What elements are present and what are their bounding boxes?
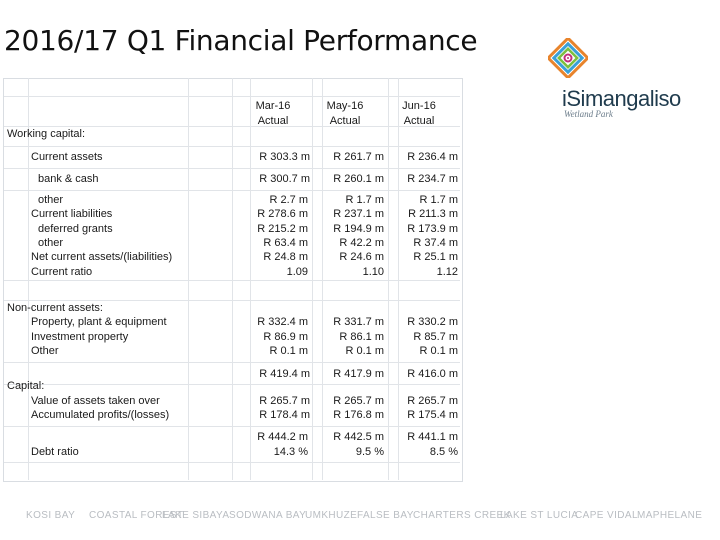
cell-value: R 86.1 m	[339, 331, 384, 343]
cell-value: R 236.4 m	[407, 151, 458, 163]
cell-value: R 176.8 m	[333, 409, 384, 421]
cell-value: R 237.1 m	[333, 208, 384, 220]
cell-value: R 63.4 m	[263, 237, 308, 249]
cell-value: R 42.2 m	[339, 237, 384, 249]
cell-value-total: R 417.9 m	[333, 368, 384, 380]
cell-value: 1.09	[286, 266, 308, 278]
row-label-deferred-grants: deferred grants	[38, 223, 113, 235]
row-label-assets-taken-over: Value of assets taken over	[31, 395, 160, 407]
cell-value: R 300.7 m	[259, 173, 310, 185]
cell-value: 1.12	[436, 266, 458, 278]
brand-subtitle: Wetland Park	[564, 109, 613, 119]
section-capital: Capital:	[7, 380, 45, 392]
footer-place: UMKHUZE	[305, 510, 358, 521]
cell-value: R 24.8 m	[263, 251, 308, 263]
cell-value: R 194.9 m	[333, 223, 384, 235]
cell-value: 14.3 %	[273, 446, 308, 458]
grid-line	[322, 78, 323, 480]
row-label-bank-cash: bank & cash	[38, 173, 99, 185]
cell-value: R 215.2 m	[257, 223, 308, 235]
footer-place: LAKE SIBAYA	[162, 510, 230, 521]
table-frame	[3, 78, 463, 482]
cell-value: R 260.1 m	[333, 173, 384, 185]
cell-value: R 2.7 m	[269, 194, 308, 206]
grid-line	[250, 78, 251, 480]
footer-place: SODWANA BAY	[229, 510, 307, 521]
cell-value: R 330.2 m	[407, 316, 458, 328]
cell-value-total: R 419.4 m	[259, 368, 310, 380]
cell-value: R 0.1 m	[269, 345, 308, 357]
row-label-current-ratio: Current ratio	[31, 266, 93, 278]
row-label-other-nc: Other	[31, 345, 59, 357]
cell-value: R 173.9 m	[407, 223, 458, 235]
cell-value: R 303.3 m	[259, 151, 310, 163]
footer-place: COASTAL FOREST	[89, 510, 184, 521]
grid-line	[232, 78, 233, 480]
cell-value: R 86.9 m	[263, 331, 308, 343]
cell-value: R 178.4 m	[259, 409, 310, 421]
footer-place: MAPHELANE	[637, 510, 703, 521]
cell-value: R 25.1 m	[413, 251, 458, 263]
cell-value-total: R 442.5 m	[333, 431, 384, 443]
column-header-month: Jun-16	[402, 100, 436, 112]
cell-value: R 331.7 m	[333, 316, 384, 328]
section-working-capital: Working capital:	[7, 128, 86, 140]
row-label-investment-property: Investment property	[31, 331, 129, 343]
cell-value: R 85.7 m	[413, 331, 458, 343]
cell-value: R 278.6 m	[257, 208, 308, 220]
cell-value: R 1.7 m	[345, 194, 384, 206]
grid-line	[28, 78, 29, 480]
isimangaliso-logo-icon	[548, 38, 588, 78]
footer-place: CHARTERS CREEK	[413, 510, 511, 521]
cell-value: R 265.7 m	[333, 395, 384, 407]
row-label-current-liabilities: Current liabilities	[31, 208, 113, 220]
cell-value: R 211.3 m	[408, 208, 458, 220]
column-header-month: Mar-16	[255, 100, 291, 112]
cell-value: 9.5 %	[355, 446, 384, 458]
brand: iSimangaliso Wetland Park	[562, 86, 692, 119]
footer-place: KOSI BAY	[26, 510, 76, 521]
grid-line	[188, 78, 189, 480]
brand-name: iSimangaliso	[562, 86, 681, 111]
grid-line	[398, 78, 399, 480]
row-label-net-current: Net current assets/(liabilities)	[31, 251, 173, 263]
footer-places: KOSI BAY COASTAL FOREST LAKE SIBAYA SODW…	[0, 510, 720, 526]
footer-place: CAPE VIDAL	[575, 510, 638, 521]
row-label-other: other	[38, 194, 64, 206]
row-label-accumulated: Accumulated profits/(losses)	[31, 409, 170, 421]
cell-value: R 24.6 m	[339, 251, 384, 263]
cell-value: R 261.7 m	[333, 151, 384, 163]
grid-line	[388, 78, 389, 480]
column-header-kind: Actual	[403, 115, 435, 127]
cell-value-total: R 416.0 m	[407, 368, 458, 380]
cell-value: R 0.1 m	[419, 345, 458, 357]
cell-value: 8.5 %	[429, 446, 458, 458]
column-header-kind: Actual	[329, 115, 361, 127]
column-header-kind: Actual	[257, 115, 289, 127]
cell-value: 1.10	[362, 266, 384, 278]
column-header-month: May-16	[326, 100, 364, 112]
footer-place: LAKE ST LUCIA	[500, 510, 579, 521]
row-label-debt-ratio: Debt ratio	[31, 446, 79, 458]
row-label-current-assets: Current assets	[31, 151, 103, 163]
cell-value: R 265.7 m	[259, 395, 310, 407]
cell-value: R 37.4 m	[413, 237, 458, 249]
cell-value-total: R 444.2 m	[257, 431, 308, 443]
slide-title: 2016/17 Q1 Financial Performance	[4, 24, 478, 57]
cell-value: R 332.4 m	[257, 316, 308, 328]
cell-value-total: R 441.1 m	[407, 431, 458, 443]
row-label-other-liabilities: other	[38, 237, 64, 249]
footer-place: FALSE BAY	[357, 510, 414, 521]
cell-value: R 0.1 m	[345, 345, 384, 357]
grid-line	[312, 78, 313, 480]
cell-value: R 1.7 m	[419, 194, 458, 206]
row-label-ppe: Property, plant & equipment	[31, 316, 167, 328]
cell-value: R 175.4 m	[407, 409, 458, 421]
section-non-current-assets: Non-current assets:	[7, 302, 103, 314]
cell-value: R 234.7 m	[407, 173, 458, 185]
cell-value: R 265.7 m	[407, 395, 458, 407]
